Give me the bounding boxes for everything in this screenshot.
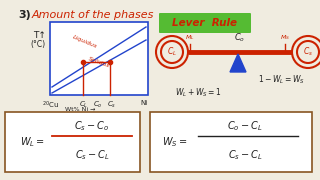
Text: Ni: Ni [140,100,147,106]
Text: $M_L$: $M_L$ [185,33,195,42]
Text: (°C): (°C) [30,40,45,50]
Text: $C_o$: $C_o$ [235,31,245,44]
Text: $C_L$: $C_L$ [79,100,88,110]
Text: Solidus: Solidus [88,57,111,69]
Text: $C_o$: $C_o$ [93,100,103,110]
Text: $C_s$: $C_s$ [107,100,116,110]
Text: $^{20}$Cu: $^{20}$Cu [42,100,59,111]
Bar [50,22,148,95]
Text: $C_s$: $C_s$ [303,46,313,58]
Text: $C_s - C_L$: $C_s - C_L$ [75,148,109,162]
Text: $C_L$: $C_L$ [167,46,177,58]
Text: $C_s - C_L$: $C_s - C_L$ [228,148,262,162]
Text: Liquidus: Liquidus [72,34,98,49]
Bar [150,112,312,172]
Text: 3): 3) [18,10,31,20]
Bar [5,112,140,172]
Text: $1 - W_L = W_S$: $1 - W_L = W_S$ [258,74,305,86]
Text: Lever  Rule: Lever Rule [172,18,237,28]
Text: Wt% Ni →: Wt% Ni → [65,107,95,112]
Text: $W_S=$: $W_S=$ [162,135,187,149]
Text: T↑: T↑ [33,30,46,39]
Text: $C_o - C_L$: $C_o - C_L$ [227,119,263,133]
FancyBboxPatch shape [159,13,251,33]
Text: Amount of the phases: Amount of the phases [32,10,154,20]
Polygon shape [230,54,246,72]
Text: $C_s - C_o$: $C_s - C_o$ [74,119,110,133]
Text: $M_S$: $M_S$ [280,33,290,42]
Text: $W_L=$: $W_L=$ [20,135,45,149]
Text: $W_L + W_S = 1$: $W_L + W_S = 1$ [175,87,222,99]
